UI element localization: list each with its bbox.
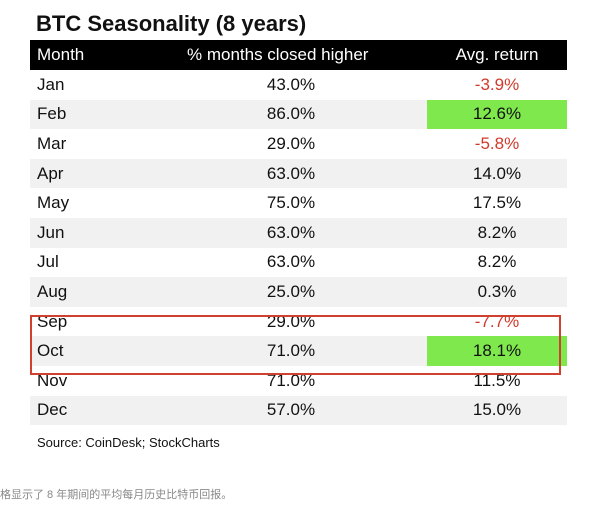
table-row: Apr 63.0% 14.0% (30, 158, 567, 189)
month-cell: Apr (37, 163, 64, 183)
avg-return-cell: 8.2% (477, 252, 517, 272)
pct-closed-higher-cell: 63.0% (266, 252, 316, 272)
pct-closed-higher-cell: 75.0% (266, 193, 316, 213)
month-cell: Feb (37, 104, 67, 124)
month-cell: Aug (37, 281, 68, 301)
pct-closed-higher-cell: 71.0% (266, 341, 316, 361)
table-row: Jul 63.0% 8.2% (30, 248, 567, 278)
table-row: Mar 29.0% -5.8% (30, 129, 567, 159)
pct-closed-higher-cell: 43.0% (266, 74, 316, 94)
table-row: Jun 63.0% 8.2% (30, 217, 567, 248)
month-cell: Mar (37, 133, 67, 153)
avg-return-cell: 0.3% (477, 281, 517, 301)
month-cell: Jan (37, 74, 65, 94)
table-row: Feb 86.0% 12.6% (30, 99, 567, 130)
avg-return-cell: 18.1% (427, 336, 567, 366)
month-cell: May (37, 193, 70, 213)
pct-closed-higher-cell: 71.0% (266, 370, 316, 390)
pct-closed-higher-cell: 25.0% (266, 281, 316, 301)
table-row: Sep 29.0% -7.7% (30, 307, 567, 337)
pct-closed-higher-cell: 57.0% (266, 400, 316, 420)
pct-closed-higher-cell: 63.0% (266, 163, 316, 183)
table-row: Oct 71.0% 18.1% (30, 336, 567, 366)
avg-return-cell: 12.6% (427, 99, 567, 130)
month-cell: Oct (37, 341, 64, 361)
seasonality-card: BTC Seasonality (8 years) Month % months… (30, 8, 567, 453)
pct-closed-higher-cell: 86.0% (266, 104, 316, 124)
avg-return-cell: -3.9% (474, 74, 520, 94)
source-note: Source: CoinDesk; StockCharts (37, 435, 220, 451)
pct-closed-higher-cell: 29.0% (266, 311, 316, 331)
header-month: Month (37, 45, 85, 64)
table-row: Aug 25.0% 0.3% (30, 277, 567, 307)
image-caption: 格显示了 8 年期间的平均每月历史比特币回报。 (0, 489, 233, 501)
avg-return-cell: 8.2% (477, 222, 517, 242)
avg-return-cell: 14.0% (472, 163, 522, 183)
avg-return-cell: 11.5% (473, 370, 521, 390)
pct-closed-higher-cell: 63.0% (266, 222, 316, 242)
avg-return-cell: -7.7% (474, 311, 520, 331)
seasonality-table: Month % months closed higher Avg. return… (30, 40, 567, 426)
month-cell: Jul (37, 252, 59, 272)
table-row: Nov 71.0% 11.5% (30, 366, 567, 396)
month-cell: Sep (37, 311, 68, 331)
header-pct-closed-higher: % months closed higher (187, 45, 369, 64)
month-cell: Nov (37, 370, 68, 390)
chart-title: BTC Seasonality (8 years) (36, 11, 307, 36)
table-header: Month % months closed higher Avg. return (30, 40, 567, 70)
avg-return-cell: -5.8% (474, 133, 520, 153)
table-row: Jan 43.0% -3.9% (30, 70, 567, 100)
avg-return-cell: 15.0% (472, 400, 522, 420)
table-row: May 75.0% 17.5% (30, 188, 567, 218)
pct-closed-higher-cell: 29.0% (266, 133, 316, 153)
month-cell: Jun (37, 222, 65, 242)
month-cell: Dec (37, 400, 68, 420)
avg-return-cell: 17.5% (472, 193, 522, 213)
header-avg-return: Avg. return (455, 45, 539, 64)
table-body: Jan 43.0% -3.9% Feb 86.0% 12.6% Mar 29.0% -5.8% A… (30, 70, 567, 426)
table-row: Dec 57.0% 15.0% (30, 395, 567, 426)
